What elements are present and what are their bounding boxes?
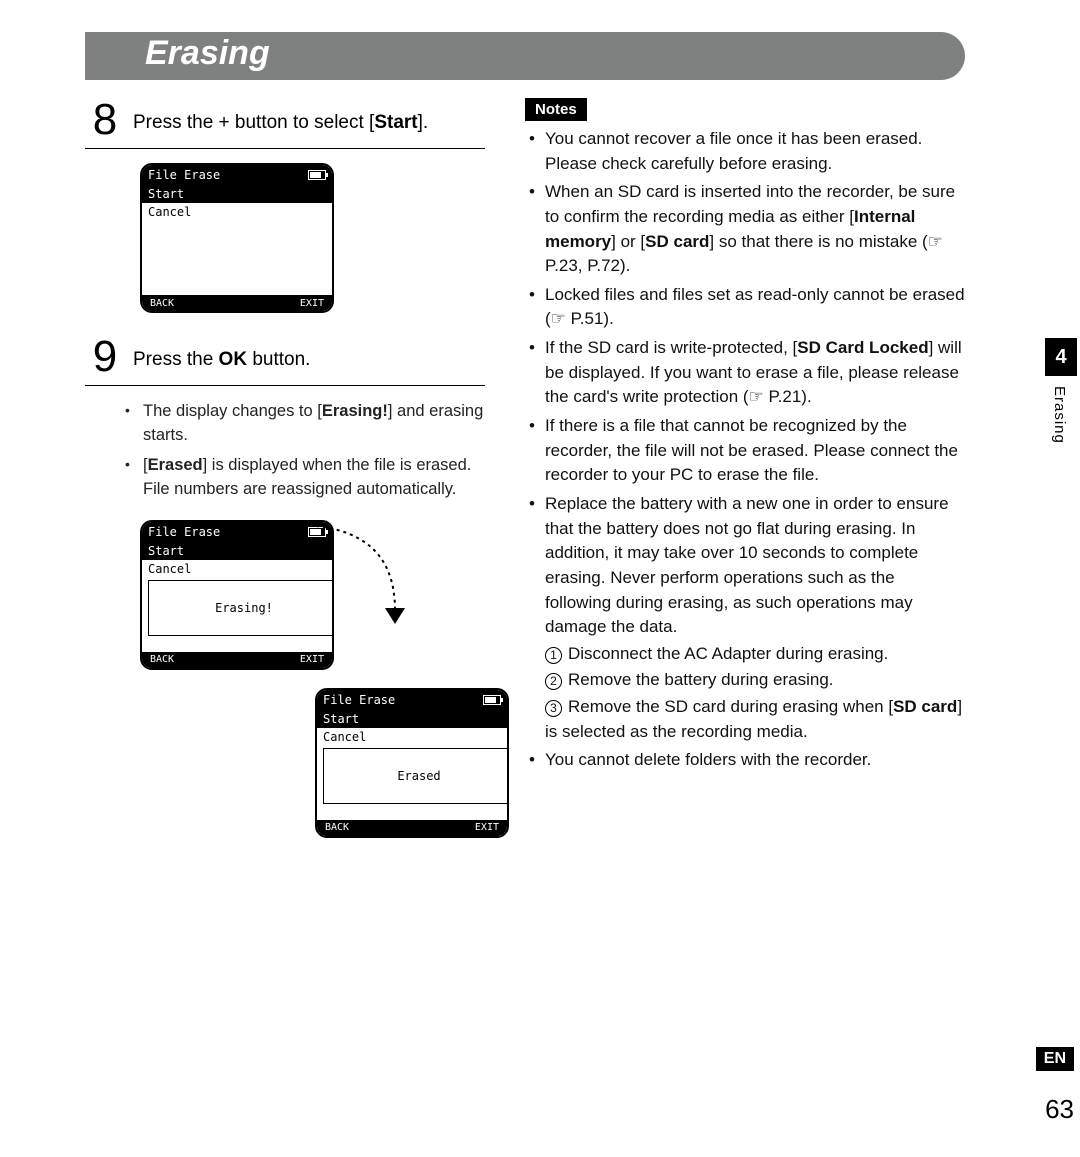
- inner-item: 1 Disconnect the AC Adapter during erasin…: [545, 642, 965, 667]
- inner-list: 1 Disconnect the AC Adapter during erasin…: [545, 642, 965, 745]
- chapter-title: Erasing: [145, 34, 270, 73]
- step-8: 8 Press the + button to select [Start].: [85, 98, 485, 149]
- t: Erasing!: [322, 402, 388, 420]
- step-text-pre: Press the + button to select [: [133, 112, 374, 133]
- device-popup: Erased: [323, 748, 509, 804]
- device-title: File Erase: [148, 168, 220, 182]
- note-item: Locked files and files set as read-only …: [525, 283, 965, 332]
- note-item: You cannot delete folders with the recor…: [525, 748, 965, 773]
- t: Erased: [148, 456, 203, 474]
- device-back-label: BACK: [325, 822, 349, 833]
- battery-icon: [308, 170, 326, 180]
- right-column: Notes You cannot recover a file once it …: [525, 98, 965, 838]
- t: Replace the battery with a new one in or…: [545, 494, 949, 636]
- step-number: 9: [85, 335, 125, 379]
- battery-icon: [483, 695, 501, 705]
- notes-list: You cannot recover a file once it has be…: [525, 127, 965, 773]
- t: SD card: [645, 232, 709, 251]
- device-screenshot-3: File Erase Start Cancel Erased BACK EXIT: [315, 688, 485, 838]
- t: SD Card Locked: [797, 338, 928, 357]
- device-back-label: BACK: [150, 298, 174, 309]
- circled-num-icon: 2: [545, 673, 562, 690]
- side-tab-number: 4: [1045, 338, 1077, 376]
- note-item: If there is a file that cannot be recogn…: [525, 414, 965, 488]
- circled-num-icon: 1: [545, 647, 562, 664]
- t: Disconnect the AC Adapter during erasing…: [568, 644, 888, 663]
- left-column: 8 Press the + button to select [Start]. …: [85, 98, 485, 838]
- side-tab: 4 Erasing: [1045, 338, 1077, 444]
- step-text: Press the + button to select [Start].: [133, 98, 428, 136]
- chapter-header: Erasing: [85, 32, 965, 80]
- step-text-pre: Press the: [133, 349, 219, 370]
- note-item: You cannot recover a file once it has be…: [525, 127, 965, 176]
- step-text-bold: Start: [374, 112, 417, 133]
- manual-page: Erasing 8 Press the + button to select […: [85, 32, 985, 838]
- step-text-post: ].: [418, 112, 429, 133]
- note-item: When an SD card is inserted into the rec…: [525, 180, 965, 279]
- t: The display changes to [: [143, 402, 322, 420]
- device-exit-label: EXIT: [300, 654, 324, 665]
- step-text-post: button.: [247, 349, 310, 370]
- list-item: The display changes to [Erasing!] and er…: [125, 400, 485, 448]
- device-title: File Erase: [323, 693, 395, 707]
- t: If the SD card is write-protected, [: [545, 338, 797, 357]
- device-row-selected: Start: [142, 185, 332, 203]
- device-screenshot-1: File Erase Start Cancel BACK EXIT: [140, 163, 485, 313]
- page-number: 63: [1045, 1094, 1074, 1125]
- step-text: Press the OK button.: [133, 335, 310, 373]
- step-9: 9 Press the OK button.: [85, 335, 485, 386]
- step-text-bold: OK: [219, 349, 248, 370]
- device-row: Cancel: [317, 728, 507, 746]
- device-back-label: BACK: [150, 654, 174, 665]
- device-exit-label: EXIT: [475, 822, 499, 833]
- language-tag: EN: [1036, 1047, 1074, 1071]
- content-columns: 8 Press the + button to select [Start]. …: [85, 98, 985, 838]
- step-number: 8: [85, 98, 125, 142]
- flow-arrow-icon: [285, 460, 415, 630]
- side-tab-label: Erasing: [1051, 386, 1068, 444]
- note-item: Replace the battery with a new one in or…: [525, 492, 965, 744]
- device-title: File Erase: [148, 525, 220, 539]
- t: Remove the battery during erasing.: [568, 670, 834, 689]
- t: Remove the SD card during erasing when [: [568, 697, 893, 716]
- note-item: If the SD card is write-protected, [SD C…: [525, 336, 965, 410]
- device-row-selected: Start: [317, 710, 507, 728]
- device-row: Cancel: [142, 203, 332, 221]
- inner-item: 3 Remove the SD card during erasing when …: [545, 695, 965, 744]
- notes-header: Notes: [525, 98, 587, 121]
- device-exit-label: EXIT: [300, 298, 324, 309]
- t: ] or [: [611, 232, 645, 251]
- inner-item: 2 Remove the battery during erasing.: [545, 668, 965, 693]
- t: SD card: [893, 697, 957, 716]
- circled-num-icon: 3: [545, 700, 562, 717]
